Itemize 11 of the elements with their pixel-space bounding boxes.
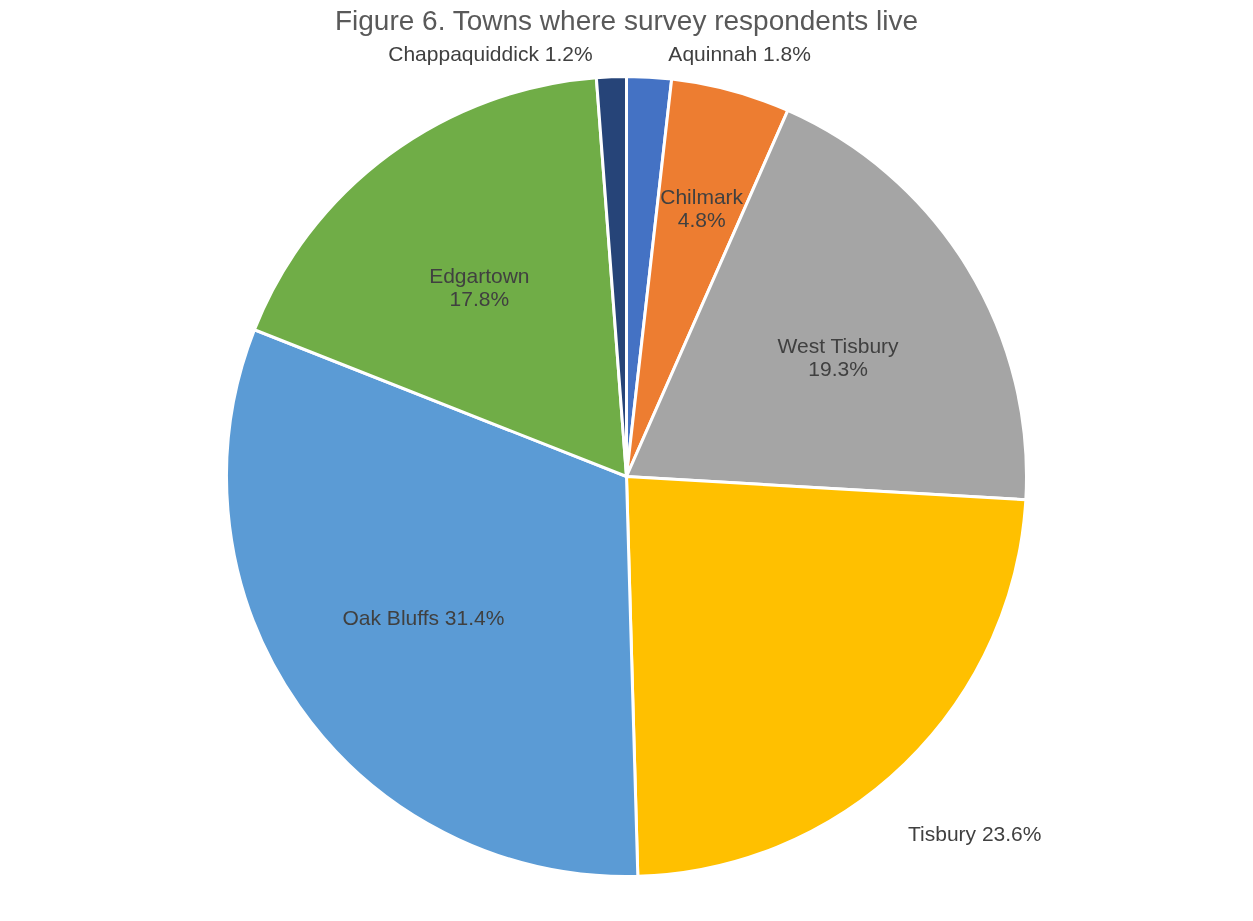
slice-label: Edgartown <box>429 263 530 287</box>
slice-label: West Tisbury <box>777 334 900 358</box>
slice-label: Oak Bluffs 31.4% <box>342 605 505 629</box>
chart-title: Figure 6. Towns where survey respondents live <box>334 5 919 36</box>
slice-label: Chappaquiddick 1.2% <box>388 41 593 65</box>
data-label: 17.8% <box>449 286 510 310</box>
data-label: 4.8% <box>677 208 726 232</box>
slice-label: Tisbury 23.6% <box>908 822 1042 846</box>
slice-label: Aquinnah 1.8% <box>668 42 811 66</box>
data-label: 19.3% <box>808 357 868 381</box>
slice-label: Chilmark <box>660 185 744 209</box>
